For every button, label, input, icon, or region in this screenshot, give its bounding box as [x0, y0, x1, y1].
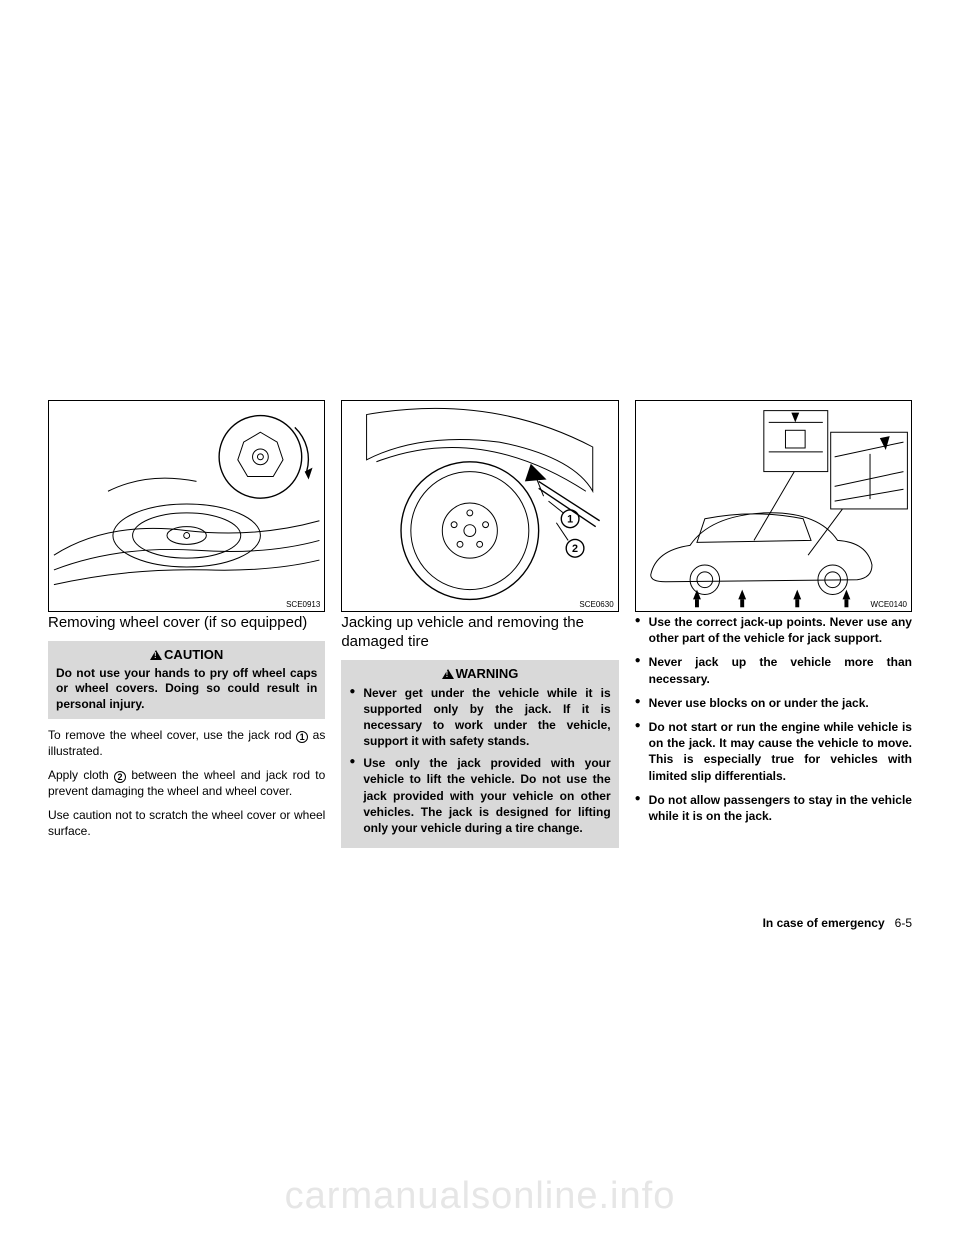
caution-text: Do not use your hands to pry off wheel c… — [56, 666, 317, 713]
warning-bullet: Use only the jack provided with your veh… — [349, 755, 610, 836]
left-paragraph-3: Use caution not to scratch the wheel cov… — [48, 807, 325, 839]
page-footer: In case of emergency 6-5 — [763, 916, 912, 930]
illustration-jack-points — [636, 401, 911, 611]
figure-box-middle: 1 2 SCE0630 — [341, 400, 618, 612]
section-title-middle: Jacking up vehicle and removing the dama… — [341, 614, 618, 652]
warning-icon — [442, 669, 454, 679]
figure-code-left: SCE0913 — [286, 600, 320, 609]
circled-2-icon: 2 — [114, 771, 126, 783]
svg-text:1: 1 — [567, 514, 573, 526]
caution-header: CAUTION — [56, 647, 317, 662]
warning-bullet: Do not start or run the engine while veh… — [635, 719, 912, 784]
illustration-wheel-cover — [49, 401, 324, 611]
warning-label: WARNING — [456, 666, 519, 681]
left-paragraph-2: Apply cloth 2 between the wheel and jack… — [48, 767, 325, 799]
column-left: SCE0913 Removing wheel cover (if so equi… — [48, 400, 325, 856]
warning-box: WARNING Never get under the vehicle whil… — [341, 660, 618, 849]
caution-icon — [150, 650, 162, 660]
figure-code-middle: SCE0630 — [579, 600, 613, 609]
warning-bullet: Never get under the vehicle while it is … — [349, 685, 610, 750]
warning-bullets-middle: Never get under the vehicle while it is … — [349, 685, 610, 837]
p1a: To remove the wheel cover, use the jack … — [48, 728, 296, 742]
section-title-left: Removing wheel cover (if so equipped) — [48, 614, 325, 633]
warning-bullet: Use the correct jack-up points. Never us… — [635, 614, 912, 646]
circled-1-icon: 1 — [296, 731, 308, 743]
warning-bullet: Do not allow passengers to stay in the v… — [635, 792, 912, 824]
figure-box-left: SCE0913 — [48, 400, 325, 612]
column-right: WCE0140 Use the correct jack-up points. … — [635, 400, 912, 856]
caution-label: CAUTION — [164, 647, 223, 662]
warning-bullet: Never use blocks on or under the jack. — [635, 695, 912, 711]
page-content: SCE0913 Removing wheel cover (if so equi… — [48, 400, 912, 856]
footer-section: In case of emergency — [763, 916, 885, 930]
figure-box-right: WCE0140 — [635, 400, 912, 612]
watermark: carmanualsonline.info — [0, 1175, 960, 1218]
caution-box: CAUTION Do not use your hands to pry off… — [48, 641, 325, 719]
svg-text:2: 2 — [572, 543, 578, 555]
left-paragraph-1: To remove the wheel cover, use the jack … — [48, 727, 325, 759]
column-middle: 1 2 SCE0630 Jacking up vehicle and remov… — [341, 400, 618, 856]
warning-header: WARNING — [349, 666, 610, 681]
warning-bullets-right: Use the correct jack-up points. Never us… — [635, 614, 912, 824]
figure-code-right: WCE0140 — [871, 600, 907, 609]
p2a: Apply cloth — [48, 768, 114, 782]
footer-page: 6-5 — [895, 916, 912, 930]
warning-bullet: Never jack up the vehicle more than nece… — [635, 654, 912, 686]
illustration-jacking: 1 2 — [342, 401, 617, 611]
